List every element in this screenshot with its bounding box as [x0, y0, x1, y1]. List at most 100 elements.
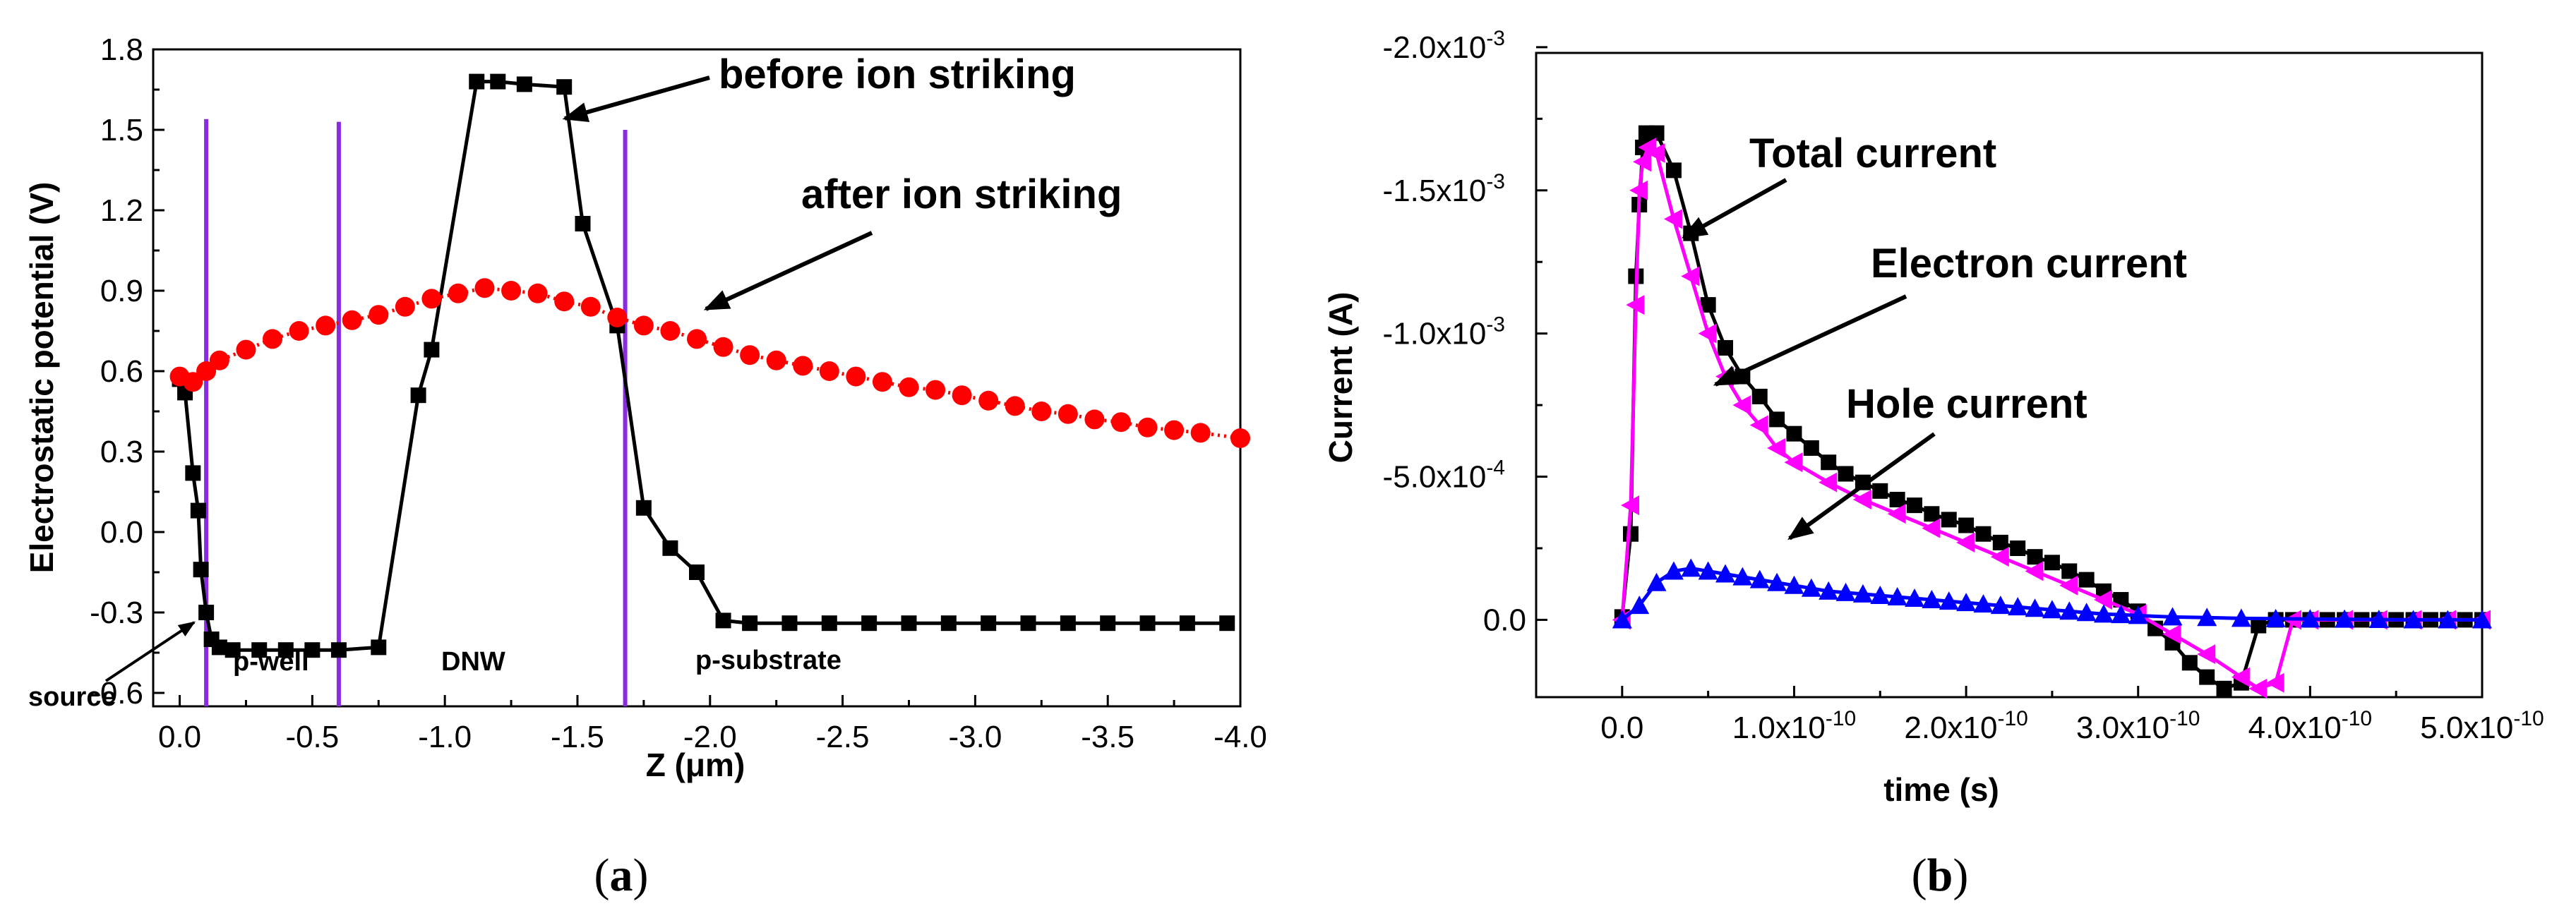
panel-a-y-axis-label: Electrostatic potential (V)	[23, 182, 60, 574]
panel-a-point-before-ion-striking	[821, 615, 837, 632]
panel-b-point-electron-current	[1749, 415, 1768, 435]
region-label-p-substrate: p-substrate	[695, 646, 841, 675]
panel-a-point-after-ion-striking	[1164, 420, 1185, 440]
panel-b-point-electron-current	[1852, 490, 1871, 510]
panel-b-point-total-current	[1924, 506, 1940, 522]
panel-b-point-total-current	[1648, 125, 1665, 141]
panel-b-point-hole-current	[2025, 598, 2045, 617]
panel-a-point-after-ion-striking	[395, 296, 415, 317]
panel-b-point-hole-current	[1681, 558, 1701, 577]
panel-b-point-total-current	[1975, 526, 1991, 542]
arrow-after-ion-striking	[703, 231, 873, 311]
panel-b-point-hole-current	[1990, 596, 2011, 615]
panel-a-y-tick-label: 0.9	[100, 274, 143, 308]
panel-b-point-total-current	[1803, 440, 1819, 456]
panel-a-point-after-ion-striking	[740, 345, 760, 366]
panel-a-y-tick-label: 1.5	[100, 113, 143, 147]
panel-a-point-before-ion-striking	[742, 615, 758, 632]
panel-a-point-after-ion-striking	[183, 372, 203, 392]
panel-b-series	[1612, 125, 2492, 699]
panel-b-point-hole-current	[2335, 609, 2355, 628]
panel-b-point-hole-current	[1819, 581, 1839, 600]
panel-a-annotations: before ion striking after ion striking s…	[28, 52, 1122, 712]
panel-a-point-after-ion-striking	[1230, 428, 1250, 448]
panel-a-point-after-ion-striking	[209, 350, 229, 370]
panel-b-point-hole-current	[2042, 600, 2062, 619]
panel-b-point-hole-current	[1801, 578, 1821, 597]
panel-b-point-hole-current	[2008, 597, 2028, 616]
panel-b-point-electron-current	[2265, 672, 2284, 693]
panel-a-x-axis-label: Z (μm)	[646, 747, 745, 783]
panel-b-point-total-current	[2251, 617, 2267, 634]
panel-a-point-after-ion-striking	[263, 329, 283, 349]
panel-b-point-electron-current	[2162, 624, 2181, 644]
panel-b-point-total-current	[1958, 517, 1975, 533]
panel-b-annotations: Total current Electron current Hole curr…	[1681, 131, 2187, 540]
panel-b-x-tick-label: 4.0x10-10	[2248, 707, 2372, 745]
panel-b-point-hole-current	[1698, 561, 1718, 580]
panel-b-point-electron-current	[1956, 532, 1975, 552]
annotation-source: source	[28, 682, 116, 712]
panel-b-point-hole-current	[1973, 594, 1994, 613]
annotation-electron-current: Electron current	[1871, 241, 2187, 286]
panel-b-point-hole-current	[1629, 596, 1650, 615]
panel-b-point-electron-current	[1626, 295, 1645, 315]
panel-b-x-tick-label: 3.0x10-10	[2076, 707, 2200, 745]
panel-a-point-after-ion-striking	[1110, 412, 1131, 433]
panel-b-point-electron-current	[1819, 472, 1838, 493]
panel-b-point-total-current	[2044, 555, 2060, 571]
panel-b-point-hole-current	[2197, 608, 2217, 627]
panel-a-point-before-ion-striking	[224, 642, 241, 658]
panel-a-point-after-ion-striking	[527, 283, 548, 303]
arrow-total-current	[1681, 178, 1787, 239]
panel-a-point-before-ion-striking	[193, 562, 209, 578]
panel-b-point-hole-current	[2368, 610, 2389, 629]
panel-b-point-hole-current	[1784, 575, 1804, 594]
panel-a-point-after-ion-striking	[474, 278, 495, 298]
region-label-p-well: p-well	[233, 647, 309, 677]
panel-a-x-tick-label: -2.5	[816, 720, 870, 754]
panel-a-point-before-ion-striking	[981, 615, 997, 632]
panel-b-series-hole-current	[1612, 558, 2492, 629]
panel-b-point-total-current	[1751, 388, 1768, 404]
panel-b-point-electron-current	[2231, 667, 2250, 687]
panel-b-point-total-current	[1992, 534, 2008, 550]
panel-a-point-after-ion-striking	[633, 315, 654, 336]
panel-a-point-before-ion-striking	[410, 387, 426, 404]
panel-b-point-total-current	[1889, 492, 1905, 508]
panel-b-point-hole-current	[1887, 586, 1907, 605]
panel-a-point-before-ion-striking	[211, 639, 227, 656]
panel-b-point-hole-current	[1939, 591, 1959, 610]
annotation-after-ion-striking: after ion striking	[801, 171, 1122, 217]
panel-a-point-after-ion-striking	[1084, 409, 1105, 430]
panel-b-point-electron-current	[1990, 547, 2009, 567]
panel-a-x-tick-label: 0.0	[158, 720, 201, 754]
panel-a-series-after-ion-striking	[169, 278, 1250, 448]
panel-a-point-before-ion-striking	[1179, 615, 1195, 632]
panel-a-point-before-ion-striking	[861, 615, 877, 632]
panel-b-point-electron-current	[2094, 590, 2112, 610]
panel-a-point-after-ion-striking	[1031, 401, 1052, 421]
panel-b-plot-frame	[1535, 52, 2484, 699]
panel-a-point-before-ion-striking	[940, 615, 957, 632]
panel-b-point-total-current	[1907, 497, 1922, 514]
panel-a-point-after-ion-striking	[289, 321, 309, 341]
panel-b-point-total-current	[2027, 549, 2043, 565]
panel-a-x-tick-label: -1.5	[551, 720, 604, 754]
panel-b-y-tick-exponent: -3	[1486, 27, 1505, 50]
panel-a-point-before-ion-striking	[1219, 615, 1235, 632]
panel-b-point-hole-current	[2111, 605, 2131, 624]
panel-a-point-after-ion-striking	[660, 321, 681, 341]
panel-a-y-tick-label: 1.2	[100, 193, 143, 228]
panel-a-point-after-ion-striking	[316, 315, 336, 336]
arrow-hole-current	[1787, 432, 1936, 540]
panel-a-chart: 0.0 -0.5 -1.0 -1.5 -2.0 -2.5 -3.0 -3.5 -4.0 -0.6 -…	[23, 32, 1267, 901]
panel-b-point-hole-current	[2231, 608, 2251, 627]
panel-a-point-after-ion-striking	[196, 361, 217, 381]
panel-b-y-tick-exponent: -4	[1486, 457, 1505, 480]
panel-b-point-hole-current	[2059, 601, 2080, 620]
panel-a-point-after-ion-striking	[501, 281, 522, 301]
panel-b-point-electron-current	[1646, 143, 1665, 164]
panel-b-point-total-current	[2216, 680, 2232, 696]
panel-a-point-after-ion-striking	[1058, 404, 1078, 424]
